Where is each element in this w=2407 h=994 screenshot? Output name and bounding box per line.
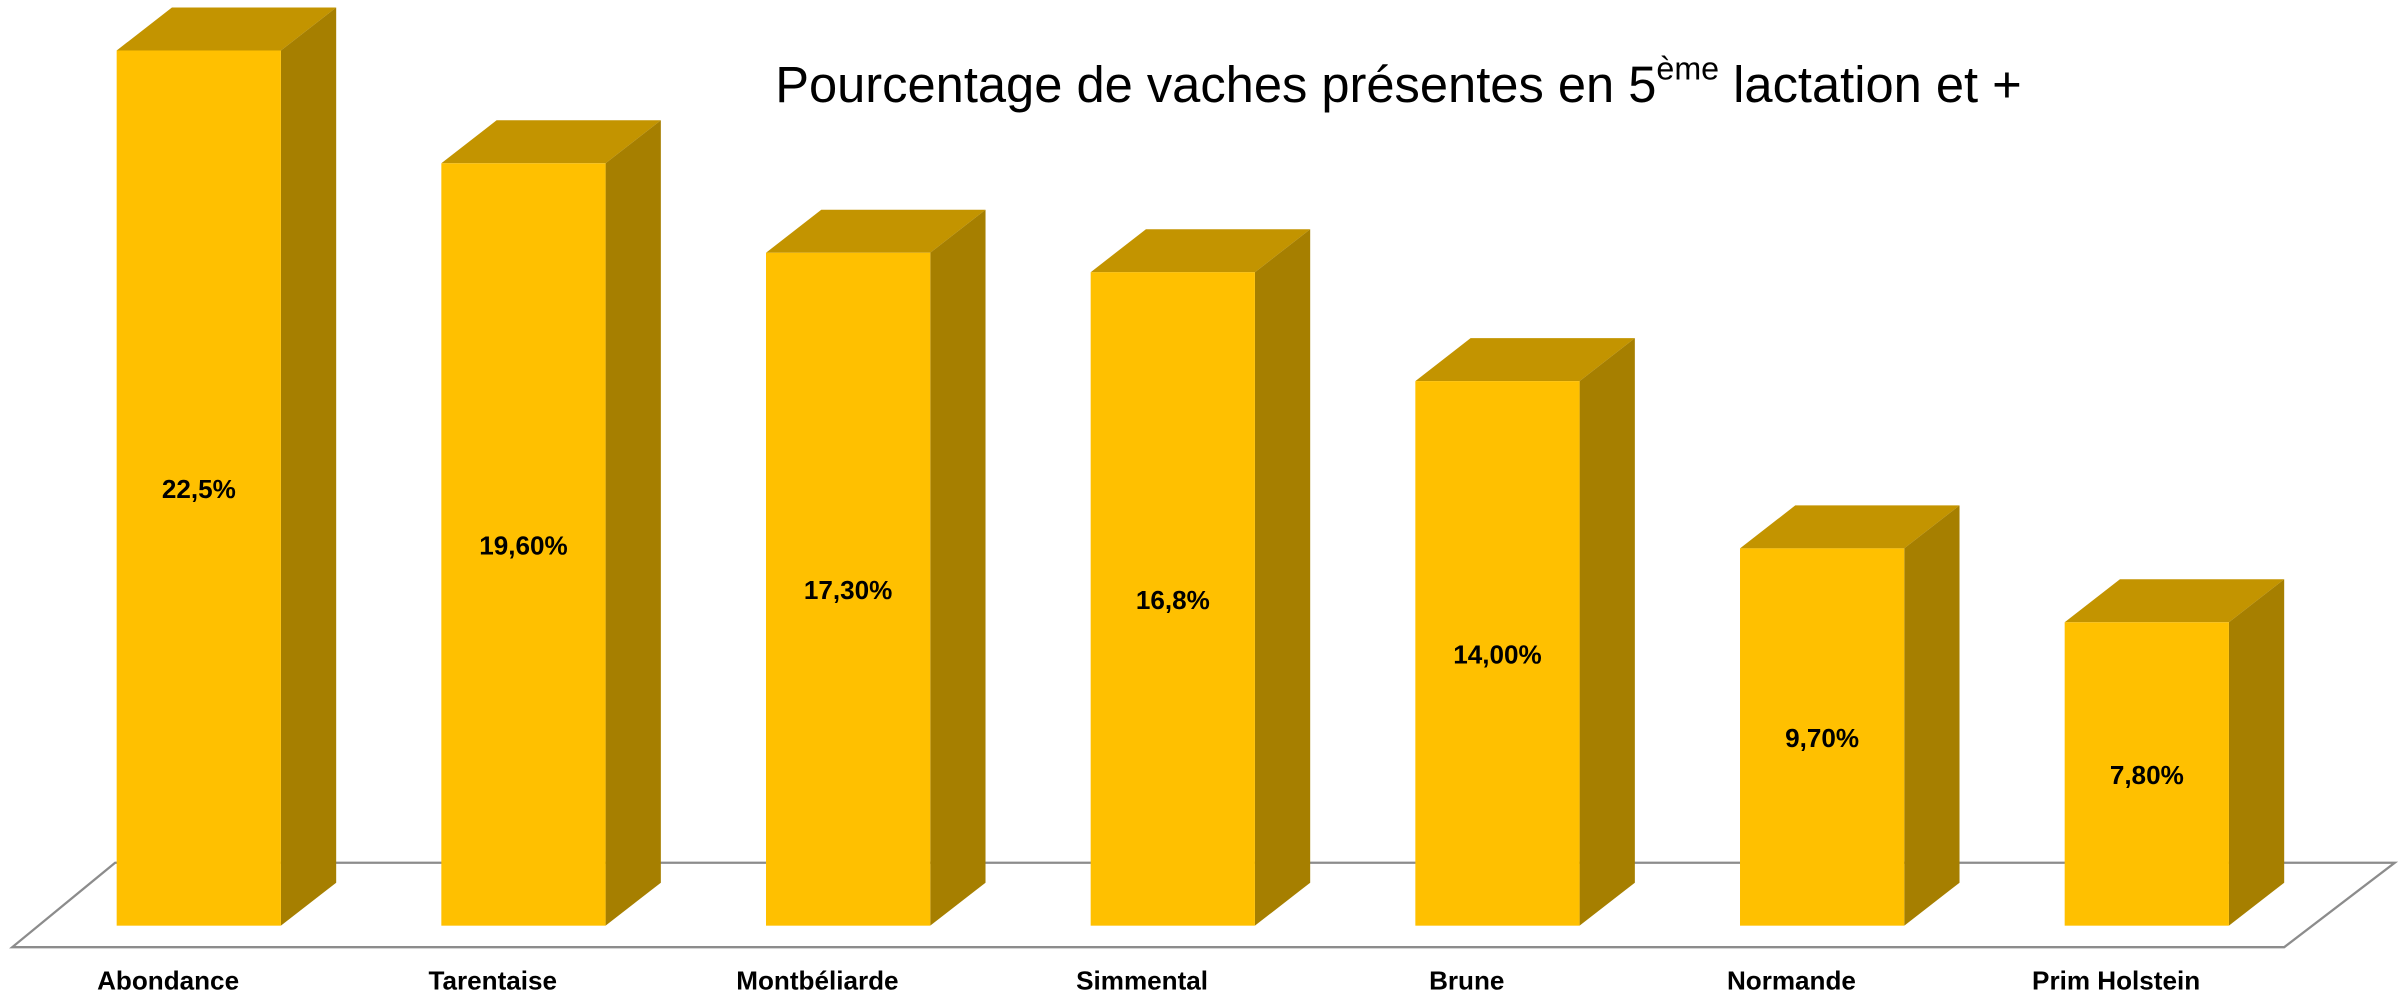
bar-top <box>766 209 986 253</box>
bar <box>116 50 281 926</box>
bar-top <box>441 120 661 164</box>
bar <box>441 163 606 926</box>
bar-side <box>930 209 986 926</box>
bar <box>766 252 931 926</box>
value-label: 9,70% <box>1785 723 1859 753</box>
bar <box>1090 272 1255 926</box>
title-end: lactation et + <box>1719 56 2022 113</box>
bar-top <box>1090 229 1311 273</box>
x-tick-label: Abondance <box>97 965 239 994</box>
title-main: Pourcentage de vaches présentes en 5 <box>775 56 1656 113</box>
bar-top <box>2064 579 2285 623</box>
bar-side <box>1904 505 1960 926</box>
x-tick-label: Simmental <box>1076 965 1208 994</box>
x-tick-label: Normande <box>1727 965 1856 994</box>
value-label: 16,8% <box>1136 585 1210 615</box>
bar-top <box>1740 505 1960 549</box>
value-label: 19,60% <box>479 530 567 560</box>
chart-title: Pourcentage de vaches présentes en 5ème … <box>775 50 2022 113</box>
title-superscript: ème <box>1656 50 1719 86</box>
x-tick-label: Tarentaise <box>428 965 557 994</box>
bar <box>1415 381 1580 926</box>
value-label: 14,00% <box>1453 639 1541 669</box>
bar-side <box>280 7 337 926</box>
bar-side <box>605 120 661 926</box>
floor <box>9 861 2399 949</box>
value-label: 22,5% <box>162 474 236 504</box>
bar-top <box>1415 338 1635 382</box>
bar-top <box>116 7 337 51</box>
bar <box>1740 548 1905 926</box>
x-tick-label: Prim Holstein <box>2032 965 2200 994</box>
bar-side <box>2228 579 2285 926</box>
x-tick-label: Montbéliarde <box>736 965 898 994</box>
bar <box>2064 622 2229 926</box>
x-tick-label: Brune <box>1429 965 1504 994</box>
bar-side <box>1579 338 1635 926</box>
bar-side <box>1254 229 1311 926</box>
value-label: 17,30% <box>804 575 892 605</box>
value-label: 7,80% <box>2110 760 2184 790</box>
